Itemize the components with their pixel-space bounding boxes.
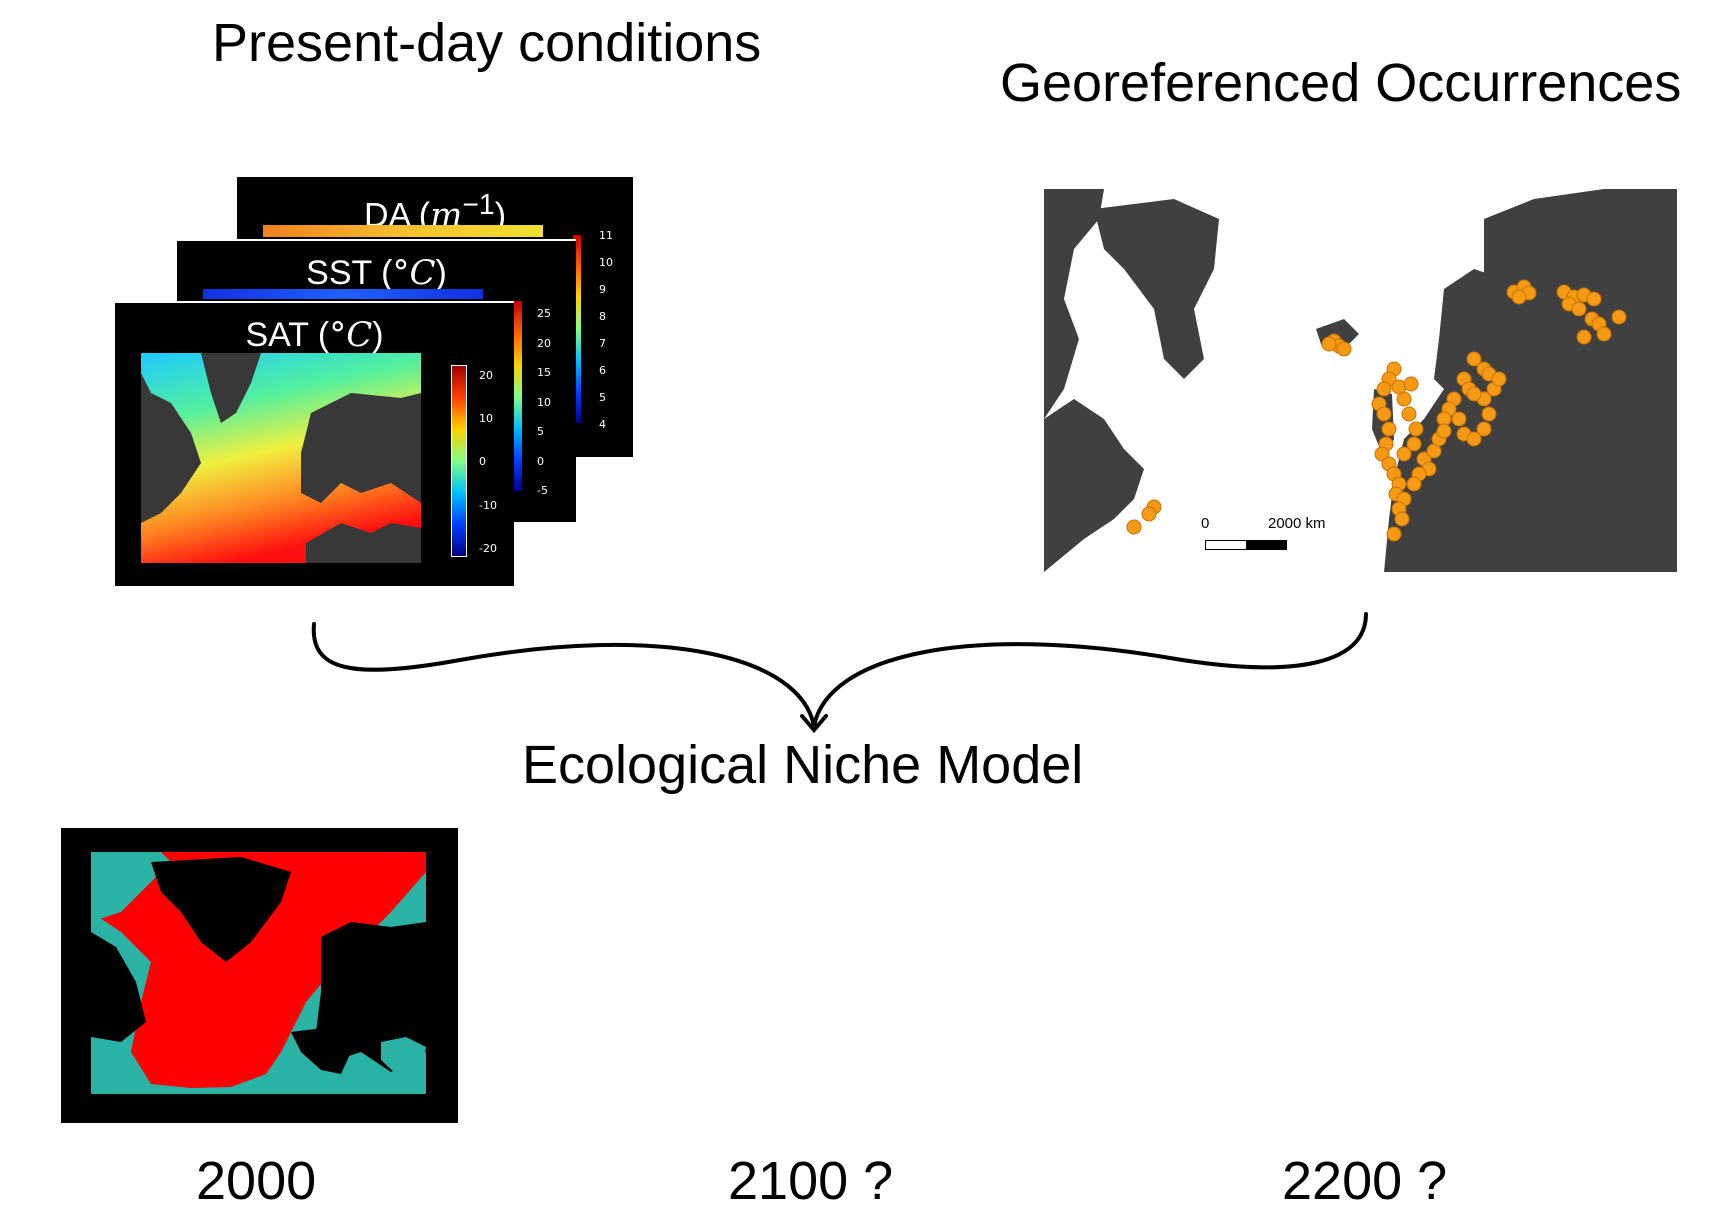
occurrence-point — [1396, 446, 1412, 462]
land-north-america-east — [1044, 399, 1144, 572]
da-tick: 4 — [599, 418, 606, 431]
occurrence-point — [1126, 519, 1142, 535]
year-2000-label: 2000 — [196, 1151, 317, 1211]
occurrence-point — [1466, 386, 1482, 402]
sst-tick: 5 — [537, 425, 544, 438]
land-north-america-west — [1044, 189, 1104, 419]
occurrence-point — [1141, 506, 1157, 522]
sst-tick: 0 — [537, 455, 544, 468]
sst-map-strip — [203, 289, 483, 299]
occurrence-point — [1491, 371, 1507, 387]
occurrence-point — [1376, 381, 1392, 397]
da-tick: 6 — [599, 364, 606, 377]
arrow-head — [800, 714, 828, 734]
land-iberia — [291, 1027, 351, 1074]
brace-connector — [311, 612, 1368, 734]
occurrence-point — [1403, 376, 1419, 392]
da-tick: 9 — [599, 283, 606, 296]
suitable-area — [91, 852, 426, 1088]
occurrence-point — [1376, 406, 1392, 422]
sat-tick: -20 — [479, 542, 497, 555]
occurrence-point — [1451, 411, 1467, 427]
land-eurasia — [1384, 189, 1677, 572]
scale-bar-end-label: 2000 km — [1268, 515, 1326, 532]
occurrence-point — [1436, 423, 1452, 439]
result-map-2000 — [91, 852, 426, 1094]
sat-tick: 10 — [479, 412, 493, 425]
occurrence-point — [1408, 421, 1424, 437]
da-map-strip — [263, 225, 543, 237]
sat-tick: -10 — [479, 499, 497, 512]
da-tick: 11 — [599, 229, 613, 242]
occurrence-point — [1406, 436, 1422, 452]
sst-tick: 20 — [537, 337, 551, 350]
sat-colorbar — [451, 365, 467, 557]
occurrence-point — [1571, 301, 1587, 317]
occurrence-map — [1044, 189, 1677, 572]
da-tick: 7 — [599, 337, 606, 350]
sat-tick: 20 — [479, 369, 493, 382]
da-tick: 8 — [599, 310, 606, 323]
land-greenland — [151, 857, 291, 962]
occurrence-point — [1406, 476, 1422, 492]
occurrence-point — [1476, 421, 1492, 437]
sat-tick: 0 — [479, 455, 486, 468]
land-north-america — [91, 932, 146, 1042]
occurrence-point — [1511, 289, 1527, 305]
sat-layer-title: SAT (°C) — [245, 315, 384, 355]
land-europe — [316, 922, 426, 1072]
niche-model-heading: Ecological Niche Model — [522, 735, 1084, 795]
occurrence-point — [1381, 421, 1397, 437]
da-layer-title: DA (m−1) — [363, 189, 507, 236]
scale-bar-start-label: 0 — [1201, 515, 1210, 532]
occurrence-point — [1401, 406, 1417, 422]
occurrence-point — [1466, 431, 1482, 447]
da-tick: 5 — [599, 391, 606, 404]
occurrence-point — [1481, 406, 1497, 422]
occurrences-heading: Georeferenced Occurrences — [1000, 53, 1682, 113]
occurrence-point — [1576, 329, 1592, 345]
sat-layer-panel: SAT (°C) 20 10 0 -10 -20 — [113, 301, 514, 586]
da-tick: 10 — [599, 256, 613, 269]
year-2200-label: 2200 ? — [1282, 1151, 1448, 1211]
year-2100-label: 2100 ? — [728, 1151, 894, 1211]
sst-tick: 25 — [537, 307, 551, 320]
inland-sea — [381, 1037, 426, 1077]
occurrence-point — [1586, 291, 1602, 307]
occurrence-point — [1394, 511, 1410, 527]
result-map-2000-panel — [61, 828, 458, 1123]
sst-tick: -5 — [537, 484, 548, 497]
sst-tick: 10 — [537, 396, 551, 409]
sst-layer-title: SST (°C) — [306, 253, 447, 293]
scale-bar — [1205, 540, 1287, 550]
sat-map — [141, 353, 421, 563]
sst-tick: 15 — [537, 366, 551, 379]
occurrence-point — [1336, 341, 1352, 357]
da-colorbar — [573, 235, 581, 423]
occurrence-point — [1321, 336, 1337, 352]
occurrence-point — [1466, 351, 1482, 367]
land-scandinavia — [1434, 269, 1504, 399]
occurrence-point — [1611, 309, 1627, 325]
present-conditions-heading: Present-day conditions — [212, 13, 762, 73]
occurrence-point — [1596, 326, 1612, 342]
occurrence-points — [1126, 279, 1627, 542]
occurrence-point — [1386, 526, 1402, 542]
land-greenland — [1094, 199, 1219, 379]
sst-colorbar — [514, 301, 522, 491]
